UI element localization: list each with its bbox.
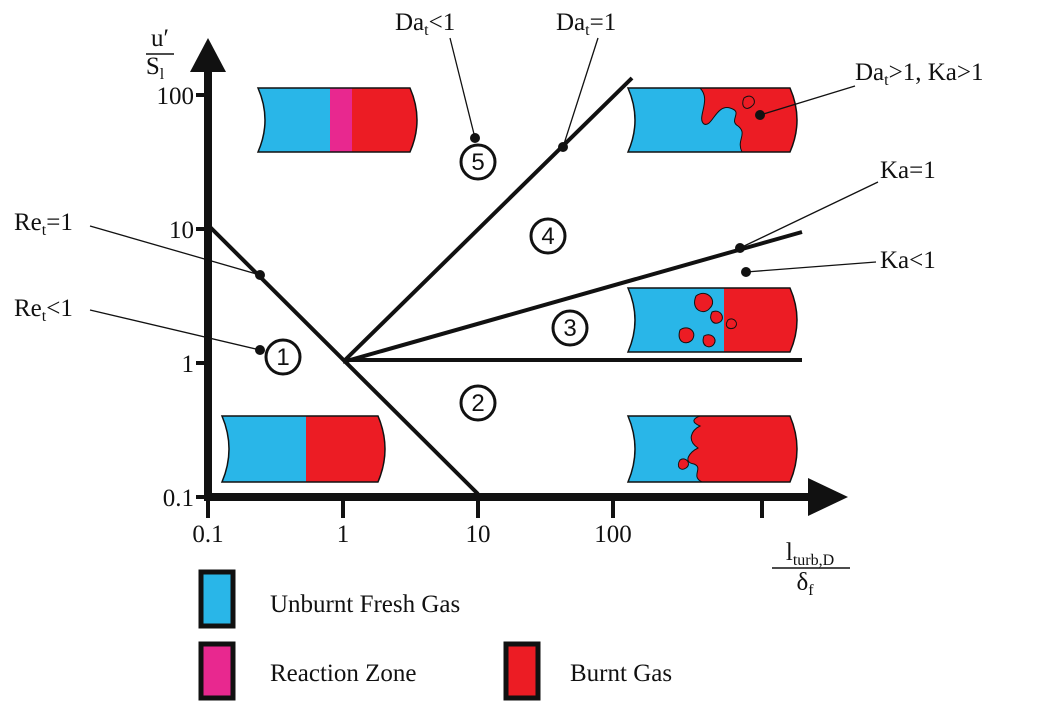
flame-tube (628, 86, 800, 154)
gas-band (222, 414, 306, 484)
gas-band (258, 86, 332, 154)
region-label: 4 (541, 223, 554, 250)
y-tick-label: 1 (182, 351, 195, 378)
annotation-rest: <1 (429, 9, 456, 36)
annotation-rest: =1 (590, 9, 617, 36)
gas-band (330, 86, 354, 154)
flame-tube (628, 414, 800, 484)
annotation-base: Da (556, 9, 585, 36)
annotation-base: Da (395, 9, 424, 36)
region-label: 1 (276, 344, 289, 371)
x-label-den: δf (796, 569, 814, 599)
region-marker: 4 (531, 219, 565, 253)
leader-dot (755, 110, 765, 120)
y-label-den: Sl (146, 53, 165, 83)
region-marker: 1 (266, 340, 300, 374)
flame-tube (258, 86, 422, 154)
leader-dot (558, 142, 568, 152)
leader-dot (735, 243, 745, 253)
gas-band (352, 86, 422, 154)
leader-dot (255, 345, 265, 355)
region-marker: 2 (461, 386, 495, 420)
x-tick-label: 10 (466, 521, 491, 548)
annotation: Dat>1, Ka>1 (855, 59, 983, 89)
swatch-burnt (506, 644, 538, 698)
flame-tube (628, 286, 804, 354)
annotation-base: Re (14, 295, 42, 322)
x-tick-label: 100 (594, 521, 632, 548)
annotation-rest: <1 (46, 295, 73, 322)
burnt-pocket (726, 319, 736, 329)
region-label: 3 (563, 315, 576, 342)
x-arrow (808, 478, 848, 516)
x-tick-label: 1 (337, 521, 350, 548)
annotation-base: Ka=1 (880, 157, 936, 184)
num: l (786, 539, 793, 566)
annotation-rest: >1, Ka>1 (889, 59, 984, 86)
region-marker: 3 (553, 311, 587, 345)
y-tick-label: 100 (157, 83, 195, 110)
burnt-pocket (711, 311, 723, 323)
burnt-pocket (695, 293, 713, 311)
den: δ (796, 569, 808, 596)
annotation-base: Da (855, 59, 884, 86)
y-tick-label: 10 (169, 217, 194, 244)
leader-line (740, 182, 878, 248)
flame-tubes (222, 86, 804, 484)
annotation: Dat=1 (556, 9, 616, 39)
x-tick-label: 0.1 (192, 521, 223, 548)
annotation: Dat<1 (395, 9, 455, 39)
annotation: Ret<1 (14, 295, 73, 325)
leader-dot (470, 133, 480, 143)
annotation-base: Re (14, 209, 42, 236)
leader-dot (741, 267, 751, 277)
burnt-pocket (678, 459, 688, 469)
burnt-pocket (679, 328, 694, 343)
burnt-pocket (688, 416, 800, 482)
num-sub: turb,D (793, 552, 834, 569)
legend-label: Burnt Gas (570, 660, 672, 687)
annotation: Ka<1 (880, 247, 936, 274)
leader-line (90, 310, 260, 350)
legend-label: Reaction Zone (270, 660, 416, 687)
leader-line (746, 262, 876, 272)
region-label: 5 (471, 149, 484, 176)
legend-label: Unburnt Fresh Gas (270, 591, 460, 618)
gas-band (306, 414, 386, 484)
den: S (146, 53, 160, 80)
regime-diagram: u′ Sl lturb,D δf Unburnt Fresh Gas React… (0, 0, 1045, 704)
annotation-rest: =1 (46, 209, 73, 236)
leader-dot (255, 270, 265, 280)
flame-tube (222, 414, 386, 484)
annotation-base: Ka<1 (880, 247, 936, 274)
swatch-reaction (201, 644, 233, 698)
region-marker: 5 (461, 145, 495, 179)
x-label-num: lturb,D (786, 539, 834, 569)
y-tick-label: 0.1 (163, 485, 194, 512)
burnt-pocket (703, 335, 715, 347)
region-label: 2 (471, 390, 484, 417)
y-label-num: u′ (151, 25, 169, 52)
legend: Unburnt Fresh Gas Reaction Zone Burnt Ga… (201, 572, 672, 698)
y-arrow (190, 38, 226, 72)
annotation: Ka=1 (880, 157, 936, 184)
den-sub: l (160, 66, 165, 83)
annotation: Ret=1 (14, 209, 73, 239)
den-sub: f (808, 582, 814, 599)
gas-band (724, 286, 804, 354)
leader-line (450, 38, 475, 138)
swatch-unburnt (201, 572, 233, 626)
